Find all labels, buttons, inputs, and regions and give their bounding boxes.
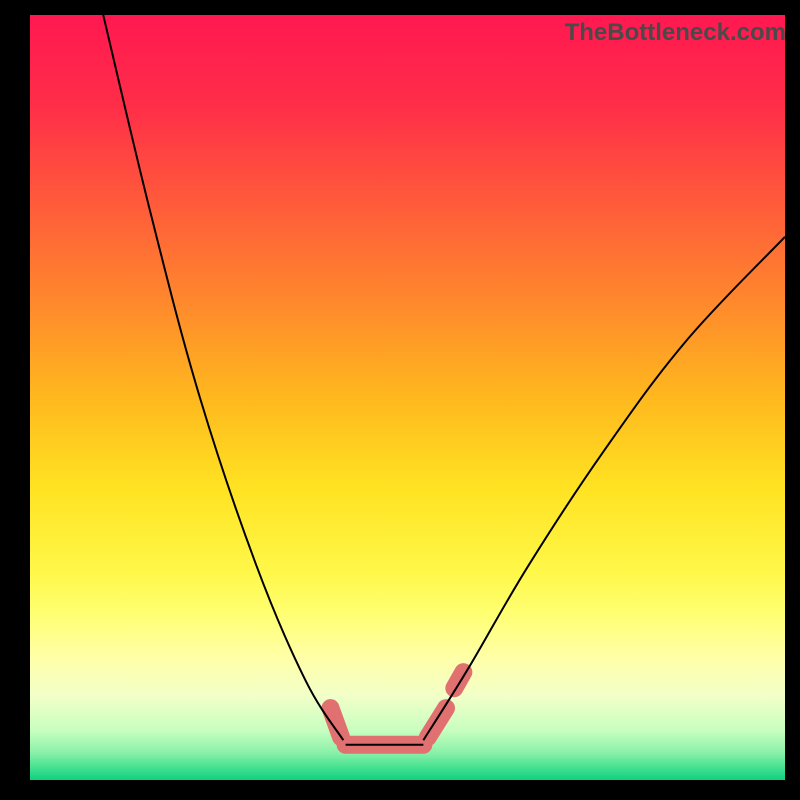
chart-container: TheBottleneck.com (0, 0, 800, 800)
gradient-background (30, 15, 785, 780)
